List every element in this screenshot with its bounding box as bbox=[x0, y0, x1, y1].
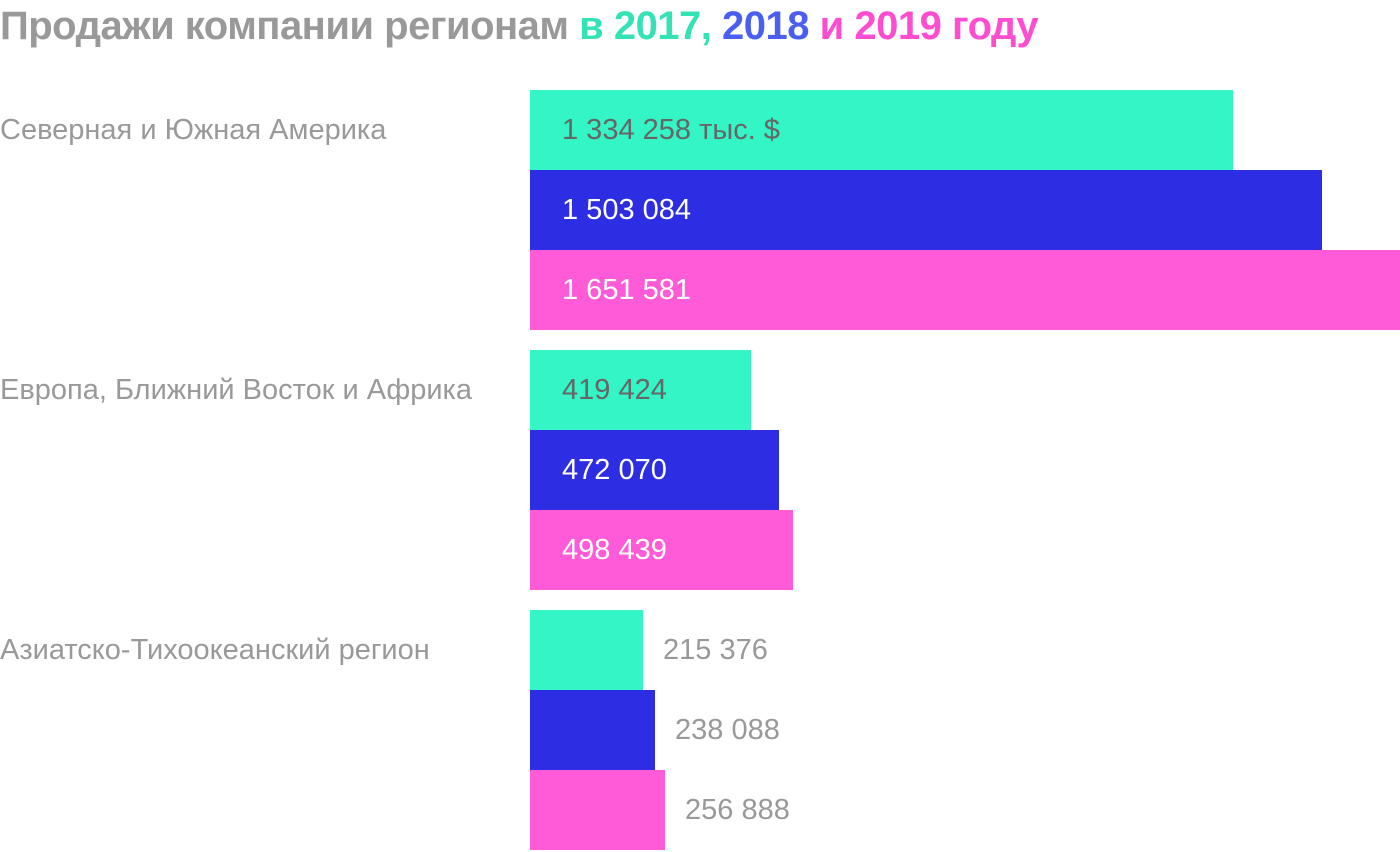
value-label: 238 088 bbox=[675, 714, 780, 746]
value-label: 215 376 bbox=[663, 634, 768, 666]
category-label: Северная и Южная Америка bbox=[0, 114, 387, 146]
chart-title-part-2: и 2019 году bbox=[809, 4, 1039, 48]
chart-title-part-1: 2018 bbox=[711, 4, 810, 48]
bar-2017 bbox=[530, 90, 1233, 170]
value-label: 419 424 bbox=[562, 374, 667, 406]
chart-title-base: Продажи компании регионам bbox=[0, 4, 569, 48]
chart-title: Продажи компании регионам в 2017, 2018 и… bbox=[0, 2, 1039, 50]
bar-2018 bbox=[530, 690, 655, 770]
category-label: Азиатско-Тихоокеанский регион bbox=[0, 634, 430, 666]
value-label: 498 439 bbox=[562, 534, 667, 566]
bar-2019 bbox=[530, 250, 1400, 330]
chart-title-part-0: в 2017, bbox=[568, 4, 712, 48]
value-label: 1 503 084 bbox=[562, 194, 692, 226]
value-label: 472 070 bbox=[562, 454, 667, 486]
value-label: 1 651 581 bbox=[562, 274, 692, 306]
category-label: Европа, Ближний Восток и Африка bbox=[0, 374, 473, 406]
value-label: 1 334 258 тыс. $ bbox=[562, 114, 780, 146]
value-label: 256 888 bbox=[685, 794, 790, 826]
bar-2018 bbox=[530, 170, 1322, 250]
bar-2019 bbox=[530, 770, 665, 850]
bar-2018 bbox=[530, 430, 779, 510]
bar-2019 bbox=[530, 510, 793, 590]
bar-2017 bbox=[530, 610, 643, 690]
bar-2017 bbox=[530, 350, 751, 430]
